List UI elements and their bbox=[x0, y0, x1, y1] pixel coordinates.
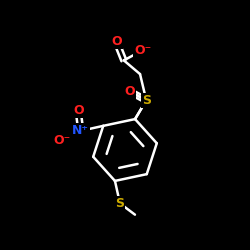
Text: O: O bbox=[73, 104, 84, 117]
Text: O⁻: O⁻ bbox=[54, 134, 71, 147]
Text: N⁺: N⁺ bbox=[72, 124, 89, 137]
Text: O: O bbox=[125, 85, 135, 98]
Text: O⁻: O⁻ bbox=[134, 44, 151, 57]
Text: S: S bbox=[116, 197, 124, 210]
Text: S: S bbox=[142, 94, 151, 107]
Text: O: O bbox=[111, 35, 122, 48]
